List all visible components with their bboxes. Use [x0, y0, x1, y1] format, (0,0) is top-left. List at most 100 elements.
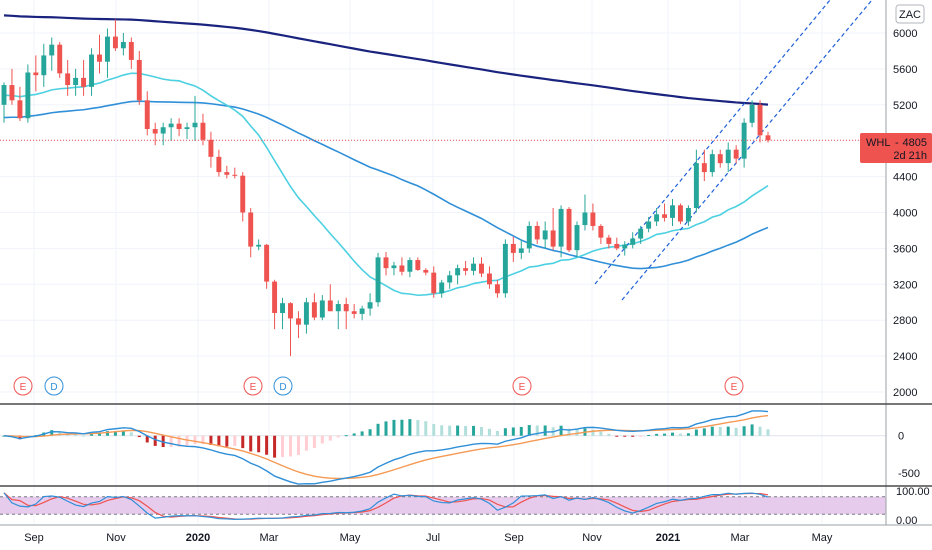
currency-badge[interactable]: ZAC: [895, 4, 925, 24]
time-axis[interactable]: Sep Nov 2020 Mar May Jul Sep Nov 2021 Mar May: [24, 532, 833, 544]
candle-body[interactable]: [367, 302, 373, 309]
macd-histogram-bar[interactable]: [416, 419, 420, 436]
macd-line[interactable]: [3, 410, 769, 485]
macd-histogram-bar[interactable]: [655, 433, 659, 436]
macd-histogram-bar[interactable]: [456, 425, 460, 436]
candle-body[interactable]: [693, 163, 699, 209]
macd-histogram-bar[interactable]: [663, 433, 667, 436]
macd-histogram-bar[interactable]: [615, 435, 619, 437]
macd-histogram-bar[interactable]: [344, 435, 348, 437]
candle-body[interactable]: [582, 212, 588, 226]
macd-histogram-bar[interactable]: [424, 421, 428, 436]
macd-histogram-bar[interactable]: [671, 432, 674, 436]
candle-body[interactable]: [136, 59, 142, 101]
candle-body[interactable]: [25, 72, 31, 119]
candle-body[interactable]: [670, 205, 675, 218]
macd-histogram-bar[interactable]: [257, 435, 261, 453]
candle-body[interactable]: [152, 129, 158, 134]
candle-body[interactable]: [232, 174, 238, 176]
macd-histogram-bar[interactable]: [448, 425, 452, 436]
macd-histogram-bar[interactable]: [352, 433, 356, 436]
macd-histogram-bar[interactable]: [480, 427, 483, 436]
candle-body[interactable]: [224, 172, 230, 175]
channel-lower-line[interactable]: [621, 0, 873, 301]
candle-body[interactable]: [463, 268, 469, 271]
macd-histogram-bar[interactable]: [98, 433, 101, 436]
macd-histogram-bar[interactable]: [105, 431, 109, 436]
macd-histogram-bar[interactable]: [121, 430, 125, 436]
macd-histogram-bar[interactable]: [694, 429, 698, 436]
candle-body[interactable]: [343, 304, 349, 312]
candle-body[interactable]: [502, 243, 508, 294]
candle-body[interactable]: [176, 123, 182, 130]
macd-histogram-bar[interactable]: [750, 424, 754, 436]
candle-body[interactable]: [518, 248, 524, 253]
candle-body[interactable]: [733, 149, 739, 159]
macd-histogram-bar[interactable]: [193, 435, 197, 445]
macd-histogram-bar[interactable]: [289, 435, 292, 457]
candle-body[interactable]: [272, 281, 278, 314]
candle-body[interactable]: [558, 208, 564, 247]
channel-upper-line[interactable]: [594, 0, 831, 285]
candle-body[interactable]: [415, 260, 421, 270]
stoch-k-line[interactable]: [3, 492, 769, 520]
macd-histogram-bar[interactable]: [273, 435, 277, 458]
candle-body[interactable]: [677, 205, 683, 222]
candle-body[interactable]: [73, 77, 79, 86]
macd-histogram-bar[interactable]: [400, 419, 404, 436]
ma-slow-line[interactable]: [3, 14, 769, 106]
candle-body[interactable]: [200, 122, 206, 140]
candle-body[interactable]: [351, 311, 357, 314]
rsi-pane[interactable]: [0, 492, 886, 520]
macd-histogram-bar[interactable]: [249, 435, 253, 452]
event-marker-circle[interactable]: [724, 376, 744, 396]
macd-histogram-bar[interactable]: [495, 430, 499, 436]
macd-histogram-bar[interactable]: [304, 435, 308, 451]
candle-body[interactable]: [439, 282, 445, 294]
event-marker-circle[interactable]: [243, 376, 263, 396]
candle-body[interactable]: [510, 243, 516, 253]
macd-histogram-bar[interactable]: [599, 431, 603, 436]
macd-histogram-bar[interactable]: [241, 435, 245, 449]
macd-histogram-bar[interactable]: [408, 419, 412, 436]
macd-histogram-bar[interactable]: [511, 427, 515, 436]
macd-histogram-bar[interactable]: [177, 435, 181, 447]
candle-body[interactable]: [494, 284, 500, 294]
candle-body[interactable]: [574, 225, 580, 251]
macd-histogram-bar[interactable]: [265, 435, 269, 455]
macd-histogram-bar[interactable]: [58, 431, 62, 436]
macd-histogram-bar[interactable]: [591, 429, 595, 436]
candle-body[interactable]: [327, 300, 333, 312]
candles[interactable]: [1, 19, 771, 357]
ma-medium-line[interactable]: [3, 100, 769, 270]
macd-histogram-bar[interactable]: [201, 435, 205, 445]
candle-body[interactable]: [256, 244, 262, 247]
rsi-band[interactable]: [0, 496, 886, 515]
macd-histogram-bar[interactable]: [742, 426, 746, 436]
macd-histogram-bar[interactable]: [710, 426, 714, 436]
candle-body[interactable]: [168, 123, 174, 128]
candle-body[interactable]: [120, 41, 126, 49]
candle-body[interactable]: [89, 54, 95, 87]
candle-body[interactable]: [590, 212, 596, 226]
candle-body[interactable]: [65, 73, 71, 86]
macd-histogram-bar[interactable]: [50, 430, 54, 436]
macd-histogram-bar[interactable]: [503, 428, 507, 436]
candle-body[interactable]: [765, 135, 771, 141]
candle-body[interactable]: [662, 214, 668, 218]
candle-body[interactable]: [303, 302, 309, 325]
macd-histogram-bar[interactable]: [312, 435, 316, 448]
candle-body[interactable]: [97, 54, 102, 62]
macd-histogram-bar[interactable]: [169, 435, 173, 447]
macd-histogram-bar[interactable]: [392, 419, 396, 436]
candle-body[interactable]: [184, 127, 190, 130]
candle-body[interactable]: [49, 44, 55, 56]
candle-body[interactable]: [447, 275, 453, 283]
macd-histogram-bar[interactable]: [440, 425, 444, 436]
macd-histogram-bar[interactable]: [129, 432, 133, 436]
candle-body[interactable]: [471, 263, 477, 271]
candle-body[interactable]: [630, 238, 636, 245]
candle-body[interactable]: [526, 225, 532, 249]
candle-body[interactable]: [160, 127, 166, 134]
